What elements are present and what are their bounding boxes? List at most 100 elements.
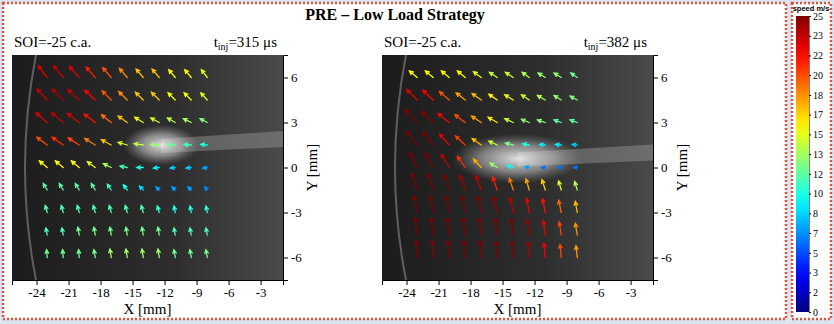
velocity-vector <box>87 162 95 168</box>
velocity-vector <box>205 187 209 191</box>
velocity-vector <box>85 139 95 146</box>
velocity-vector <box>153 166 159 169</box>
colorbar-tick-mark <box>809 233 811 234</box>
velocity-vector <box>537 95 545 100</box>
y-tick: -6 <box>653 250 672 265</box>
x-tick-label: -21 <box>430 285 447 300</box>
colorbar-tick-label: 12 <box>813 169 823 180</box>
velocity-vector <box>141 227 144 235</box>
page-background <box>0 0 834 324</box>
colorbar-tick-mark <box>809 174 811 175</box>
colorbar-tick: 20 <box>809 70 823 81</box>
velocity-vector <box>554 73 561 78</box>
colorbar-tick-mark <box>809 36 811 37</box>
y-tick-mark <box>653 168 658 169</box>
x-axis-title: X [mm] <box>494 301 542 317</box>
plot-area <box>12 55 283 280</box>
velocity-vector <box>478 241 481 258</box>
colorbar-axis: 25232220181715131210875320 <box>809 11 823 318</box>
soi-label: SOI=-25 c.a. <box>384 34 461 50</box>
velocity-vector <box>438 113 449 122</box>
velocity-vector <box>489 94 497 100</box>
velocity-vector <box>172 187 176 191</box>
velocity-vector <box>574 223 577 235</box>
velocity-vector <box>52 137 63 145</box>
velocity-vector <box>455 115 465 123</box>
colorbar-tick: 18 <box>809 90 823 101</box>
velocity-vector <box>118 142 127 145</box>
velocity-vector <box>572 143 577 146</box>
velocity-vector <box>478 218 481 235</box>
velocity-vector <box>423 90 433 100</box>
velocity-vector <box>184 143 191 146</box>
y-axis-line <box>284 56 289 281</box>
colorbar-tick: 17 <box>809 109 823 120</box>
x-tick: -18 <box>462 280 479 300</box>
x-tick: -21 <box>430 280 447 300</box>
velocity-vector <box>573 166 577 169</box>
velocity-vector <box>141 205 144 212</box>
velocity-vector <box>555 143 561 146</box>
y-axis-title: Y [mm] <box>674 144 690 191</box>
photo-background <box>12 55 283 280</box>
velocity-vector <box>525 179 529 190</box>
velocity-vector <box>189 206 192 213</box>
velocity-vector <box>441 71 449 78</box>
velocity-vector <box>425 153 433 167</box>
velocity-vector <box>430 218 433 235</box>
velocity-vector <box>109 249 112 257</box>
velocity-vector <box>184 93 191 100</box>
spray-cloud <box>123 125 199 166</box>
velocity-vector <box>139 186 143 190</box>
colorbar-tick-mark <box>809 115 811 116</box>
colorbar-tick-label: 3 <box>813 267 818 278</box>
cylinder-edge <box>25 55 36 280</box>
chart-svg: PRE – Low Load Strategy -24-21-18-15-12-9… <box>0 0 834 324</box>
velocity-vector <box>439 92 449 100</box>
velocity-vector <box>37 137 47 145</box>
colorbar-tick-mark <box>809 75 811 76</box>
velocity-vector <box>527 242 530 258</box>
velocity-vector <box>75 184 79 191</box>
velocity-vector <box>36 113 47 123</box>
velocity-vector <box>173 228 176 235</box>
velocity-vector <box>559 245 562 258</box>
velocity-vector <box>109 227 112 235</box>
velocity-vector <box>489 72 497 77</box>
velocity-vector <box>507 165 513 168</box>
velocity-vector <box>492 177 497 190</box>
x-axis: -24-21-18-15-12-9-6-3 <box>13 280 284 300</box>
velocity-vector <box>558 200 562 212</box>
velocity-vector <box>505 119 513 123</box>
colorbar-tick-label: 22 <box>813 50 823 61</box>
x-tick: -15 <box>124 280 141 300</box>
colorbar-tick-mark <box>809 16 811 17</box>
colorbar-tick-mark <box>809 273 811 274</box>
figure-title: PRE – Low Load Strategy <box>305 6 485 24</box>
colorbar-tick-label: 5 <box>813 248 818 259</box>
colorbar-tick: 8 <box>809 208 818 219</box>
y-tick-label: 6 <box>661 70 668 85</box>
x-axis-title: X [mm] <box>124 301 172 317</box>
velocity-vector <box>61 205 64 212</box>
velocity-vector <box>422 111 434 122</box>
velocity-vector <box>103 68 111 78</box>
time-label-sub: inj <box>588 41 599 52</box>
velocity-vector <box>135 117 143 122</box>
velocity-vector <box>119 92 127 100</box>
x-tick-label: -18 <box>462 285 479 300</box>
velocity-vector <box>201 143 208 146</box>
y-tick: 3 <box>283 115 298 130</box>
y-tick-mark <box>283 168 288 169</box>
vectors <box>405 71 578 258</box>
velocity-vector <box>118 116 127 123</box>
velocity-vector <box>101 140 111 145</box>
velocity-vector <box>405 110 417 122</box>
y-tick: -6 <box>283 250 302 265</box>
velocity-vector <box>456 93 465 100</box>
velocity-vector <box>409 71 417 78</box>
velocity-vector <box>554 95 561 100</box>
x-tick: -12 <box>526 280 543 300</box>
velocity-vector <box>525 166 530 169</box>
velocity-vector <box>38 66 47 78</box>
